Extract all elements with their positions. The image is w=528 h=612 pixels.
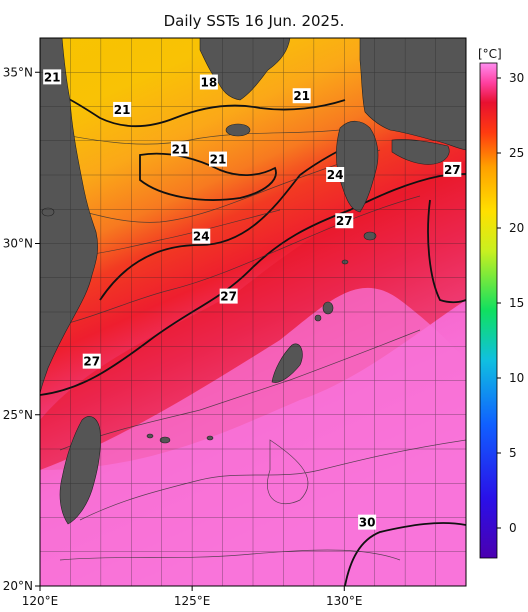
contour-label-box (443, 161, 462, 177)
contour-labels: 21 18 21 21 21 21 24 27 27 24 27 27 30 (43, 69, 462, 530)
contour-label: 27 (83, 355, 100, 369)
colorbar: [°C] 30 25 20 15 10 5 0 (478, 47, 524, 559)
graticule (40, 38, 466, 586)
colorbar-tick-label: 10 (509, 371, 524, 385)
contour-label-box (358, 514, 377, 530)
zhoushan-islands (41, 207, 55, 217)
colorbar-tick-label: 30 (509, 71, 524, 85)
colorbar-tick-label: 20 (509, 221, 524, 235)
colorbar-tick-label: 0 (509, 521, 517, 535)
x-tick-label: 125°E (174, 594, 211, 608)
contour-label-box (192, 228, 211, 244)
contour-label: 18 (201, 76, 218, 90)
x-axis: 120°E 125°E 130°E (22, 586, 363, 608)
contour-label-box (292, 88, 311, 104)
colorbar-tick-label: 5 (509, 446, 517, 460)
contour-label-box (199, 74, 218, 90)
y-tick-label: 20°N (3, 579, 33, 593)
colorbar-ramp (479, 62, 498, 559)
ryukyu-islands (146, 231, 377, 444)
contour-label-box (43, 69, 62, 85)
colorbar-ticks: 30 25 20 15 10 5 0 (497, 71, 524, 535)
contour-label: 21 (44, 70, 61, 84)
taiwan (59, 416, 101, 525)
contour-label: 27 (220, 290, 237, 304)
contour-label-box (82, 353, 101, 369)
contour-label-box (170, 141, 189, 157)
x-tick-label: 130°E (326, 594, 363, 608)
contour-label: 24 (193, 230, 210, 244)
y-axis: 35°N 30°N 25°N 20°N (3, 65, 40, 593)
contour-label-box (326, 167, 345, 182)
contour-label-box (335, 213, 354, 229)
contour-label-box (113, 101, 132, 117)
map-frame (39, 37, 467, 587)
minor-isotherms (40, 129, 466, 561)
contour-label-box (219, 288, 238, 304)
contour-label-box (209, 151, 228, 167)
colorbar-unit: [°C] (478, 47, 502, 61)
x-tick-label: 120°E (22, 594, 59, 608)
contour-label: 27 (444, 163, 461, 177)
colorbar-tick-label: 15 (509, 296, 524, 310)
honshu (359, 38, 466, 151)
major-isotherms (40, 87, 466, 586)
y-tick-label: 35°N (3, 65, 33, 79)
contour-label: 27 (336, 214, 353, 228)
contour-label: 21 (293, 89, 310, 103)
colorbar-tick-label: 25 (509, 146, 524, 160)
contour-label: 24 (327, 168, 344, 182)
y-tick-label: 25°N (3, 408, 33, 422)
jeju-island (225, 123, 251, 137)
contour-label: 30 (359, 516, 376, 530)
map-title: Daily SSTs 16 Jun. 2025. (163, 12, 345, 30)
contour-label: 21 (114, 103, 131, 117)
contour-label: 21 (210, 153, 227, 167)
contour-label: 21 (172, 142, 189, 156)
y-tick-label: 30°N (3, 237, 33, 251)
